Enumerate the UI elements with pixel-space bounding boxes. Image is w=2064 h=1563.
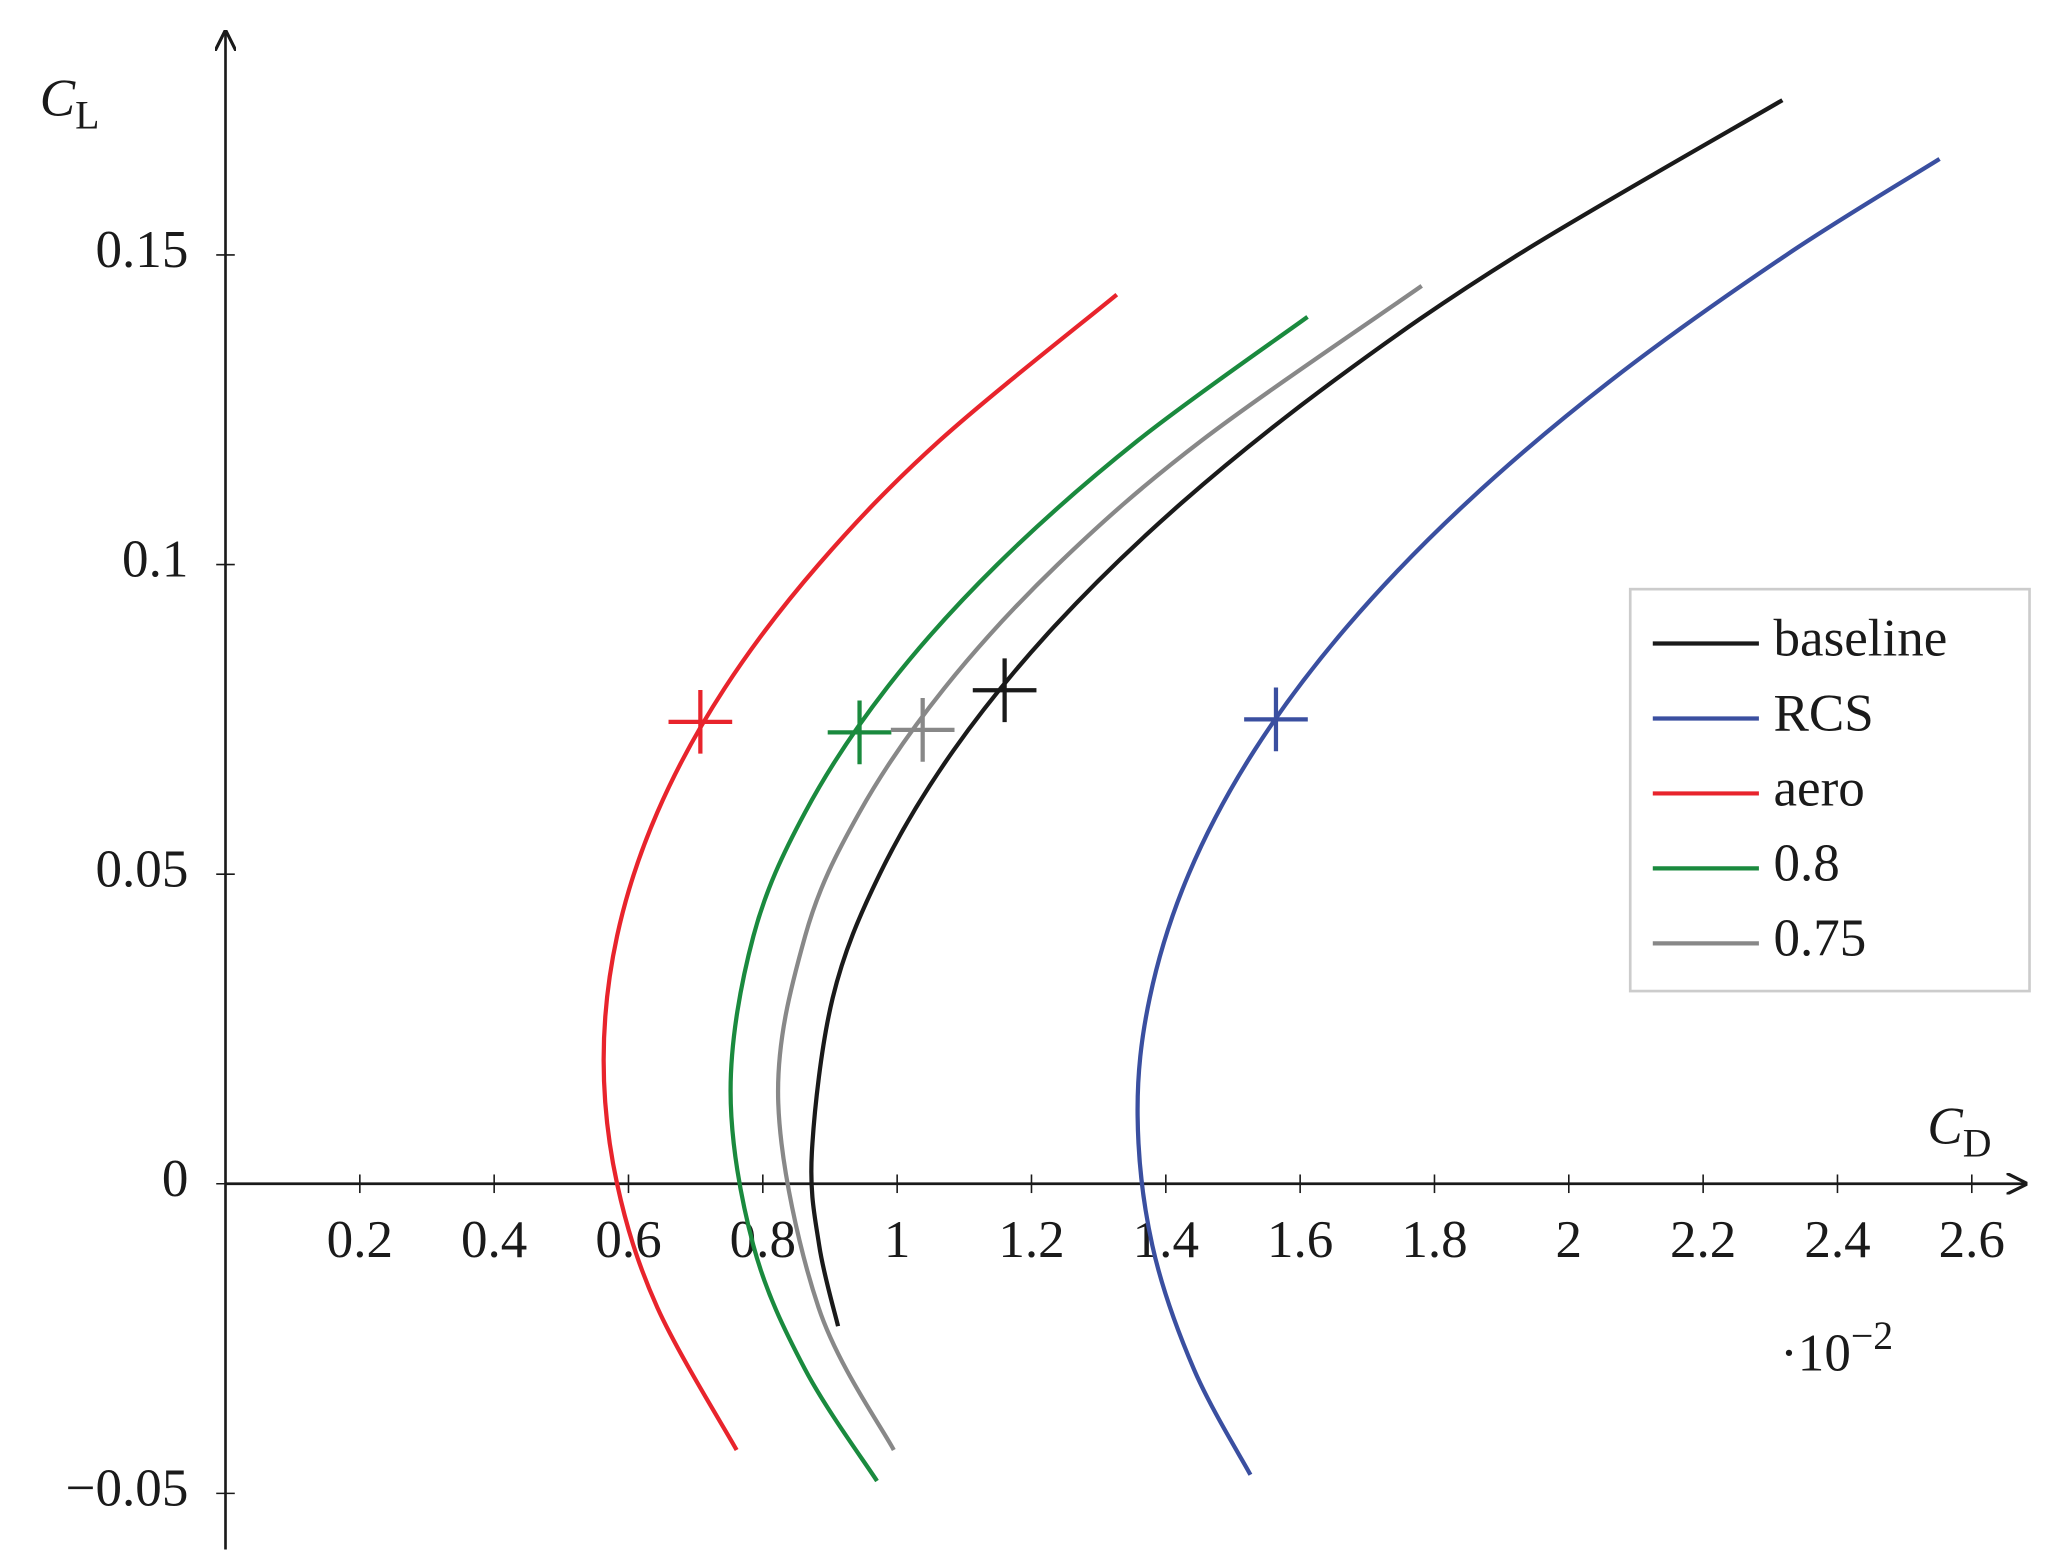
y-tick-label: 0 (162, 1150, 189, 1208)
series-line (809, 98, 1784, 1327)
legend-label: aero (1774, 760, 1865, 818)
x-tick-label: 1.8 (1401, 1211, 1467, 1269)
x-tick-label: 0.2 (327, 1211, 393, 1269)
y-axis-label-main: C (40, 70, 76, 128)
x-tick-label: 0.6 (595, 1211, 661, 1269)
series-line (728, 315, 1309, 1483)
x-tick-label: 2 (1556, 1211, 1583, 1269)
x-tick-label: 2.4 (1804, 1211, 1870, 1269)
x-axis-label-sub: D (1963, 1122, 1992, 1166)
legend-label: 0.8 (1774, 835, 1840, 893)
series-line (601, 292, 1119, 1452)
series-line (775, 284, 1423, 1452)
x-tick-label: 1 (884, 1211, 911, 1269)
design-marker (972, 658, 1037, 723)
x-tick-label: 1.6 (1267, 1211, 1333, 1269)
design-marker (827, 700, 892, 765)
legend-label: 0.75 (1774, 910, 1867, 968)
x-tick-label: 2.2 (1670, 1211, 1736, 1269)
legend-box (1628, 587, 2031, 993)
legend-label: RCS (1774, 685, 1874, 743)
x-tick-label: 0.4 (461, 1211, 527, 1269)
x-tick-label: 1.2 (998, 1211, 1064, 1269)
design-marker (668, 689, 733, 754)
y-axis-label-sub: L (75, 94, 99, 138)
y-tick-label: 0.15 (96, 221, 189, 279)
y-tick-label: 0.05 (96, 840, 189, 898)
series-line (1135, 157, 1941, 1476)
multiplier-base: ·10 (1780, 1325, 1851, 1383)
design-marker (890, 698, 955, 762)
x-multiplier: ·10−2 (1780, 1314, 1893, 1383)
design-marker (1244, 687, 1308, 752)
y-axis-label: CL (40, 70, 100, 138)
multiplier-exponent: −2 (1851, 1314, 1893, 1358)
y-tick-label: −0.05 (66, 1460, 189, 1518)
x-tick-label: 1.4 (1133, 1211, 1199, 1269)
legend: baseline RCS aero 0.8 0.75 (1628, 587, 2031, 993)
legend-label: baseline (1774, 610, 1948, 668)
x-tick-label: 2.6 (1939, 1211, 2005, 1269)
y-tick-label: 0.1 (122, 531, 188, 589)
x-axis-label: CD (1927, 1098, 1991, 1166)
x-axis-label-main: C (1927, 1098, 1963, 1156)
x-tick-label: 0.8 (730, 1211, 796, 1269)
